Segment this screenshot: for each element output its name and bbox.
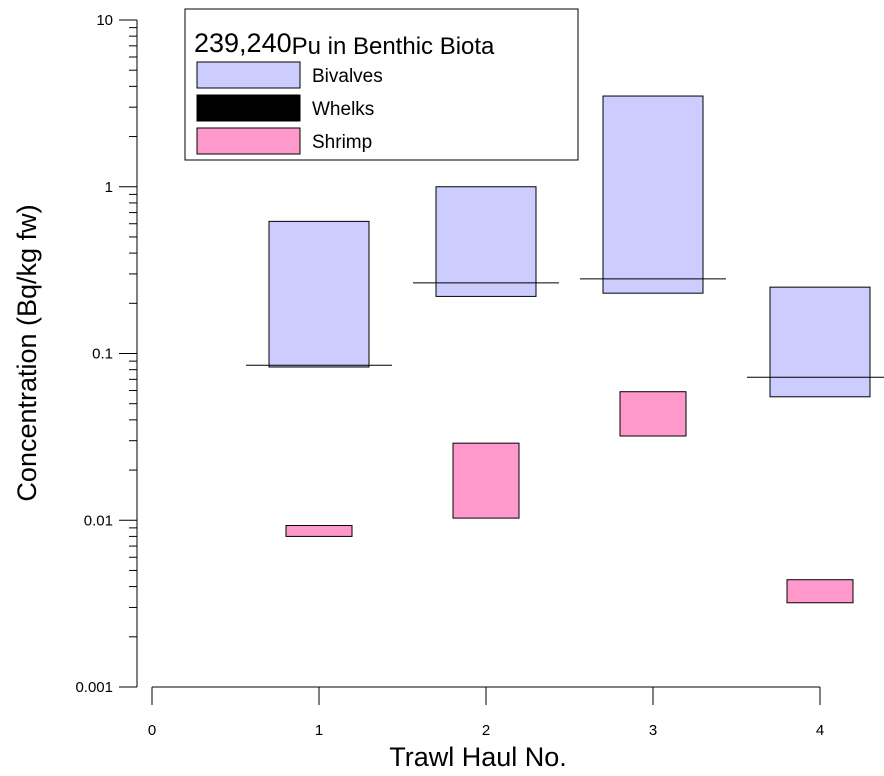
- legend-swatch-whelks: [196, 94, 301, 122]
- chart-title-superscript: 239,240: [194, 28, 292, 58]
- chart-title: 239,240Pu in Benthic Biota: [194, 28, 495, 60]
- x-axis-label: Trawl Haul No.: [389, 742, 567, 772]
- legend-entries: Bivalves Whelks Shrimp: [196, 61, 383, 155]
- shrimp-bar: [786, 579, 854, 604]
- bivalves-bar: [602, 95, 704, 294]
- legend-swatch-shrimp: [196, 127, 301, 155]
- x-ticks: 0 1 2 3 4: [148, 687, 824, 739]
- x-tick-label: 3: [649, 722, 657, 739]
- legend: 239,240Pu in Benthic Biota Bivalves Whelk…: [184, 8, 579, 161]
- y-tick-label: 1: [105, 179, 113, 196]
- shrimp-bar: [285, 525, 353, 537]
- x-tick-label: 4: [816, 722, 824, 739]
- plot-axes: 0.001 0.01 0.1 1 10 0 1 2 3 4: [75, 12, 824, 739]
- bivalves-bar: [268, 220, 370, 368]
- bivalves-bar: [435, 186, 537, 297]
- chart-marks: [246, 95, 884, 604]
- legend-label-bivalves: Bivalves: [312, 66, 383, 87]
- y-ticks: 0.001 0.01 0.1 1 10: [75, 12, 137, 696]
- y-tick-label: 0.001: [75, 679, 113, 696]
- y-tick-label: 0.01: [84, 512, 113, 529]
- y-axis-label: Concentration (Bq/kg fw): [12, 204, 42, 501]
- legend-swatch-bivalves: [196, 61, 301, 89]
- legend-label-whelks: Whelks: [312, 99, 374, 120]
- x-tick-label: 1: [315, 722, 323, 739]
- x-tick-label: 2: [482, 722, 490, 739]
- x-tick-label: 0: [148, 722, 156, 739]
- y-tick-label: 10: [96, 12, 113, 29]
- y-tick-label: 0.1: [92, 346, 113, 363]
- shrimp-bar: [619, 391, 687, 437]
- bivalves-bar: [769, 286, 871, 398]
- legend-label-shrimp: Shrimp: [312, 132, 372, 153]
- shrimp-bar: [452, 442, 520, 519]
- chart-title-main: Pu in Benthic Biota: [292, 33, 495, 60]
